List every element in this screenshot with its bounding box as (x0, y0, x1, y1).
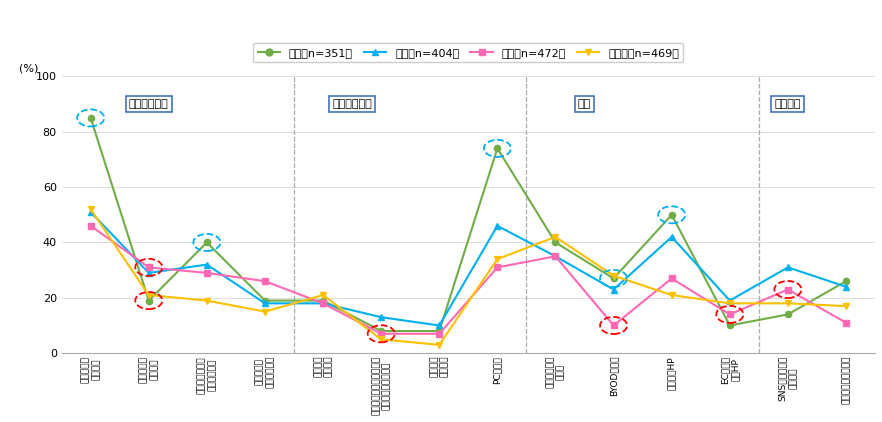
英国（n=472） (144, 265, 154, 270)
Text: 情報発信: 情報発信 (774, 99, 801, 109)
米国（n=404） (782, 265, 793, 270)
日本（n=351） (434, 328, 445, 333)
英国（n=472） (550, 254, 561, 259)
ドイツ（n=469） (724, 301, 735, 306)
Line: ドイツ（n=469）: ドイツ（n=469） (87, 206, 849, 348)
ドイツ（n=469） (667, 292, 677, 298)
ドイツ（n=469） (144, 292, 154, 298)
Text: 社内システム: 社内システム (333, 99, 372, 109)
日本（n=351） (724, 323, 735, 328)
ドイツ（n=469） (376, 337, 386, 342)
日本（n=351） (492, 146, 503, 151)
米国（n=404） (667, 234, 677, 239)
米国（n=404） (318, 301, 328, 306)
日本（n=351） (550, 240, 561, 245)
ドイツ（n=469） (259, 309, 270, 314)
英国（n=472） (86, 223, 96, 228)
米国（n=404） (550, 254, 561, 259)
英国（n=472） (376, 331, 386, 336)
ドイツ（n=469） (318, 292, 328, 298)
ドイツ（n=469） (841, 303, 851, 308)
Line: 英国（n=472）: 英国（n=472） (87, 223, 849, 337)
ドイツ（n=469） (202, 298, 213, 303)
日本（n=351） (259, 298, 270, 303)
英国（n=472） (724, 312, 735, 317)
米国（n=404） (434, 323, 445, 328)
Line: 日本（n=351）: 日本（n=351） (87, 115, 849, 334)
日本（n=351） (86, 115, 96, 120)
日本（n=351） (667, 212, 677, 217)
英国（n=472） (667, 276, 677, 281)
米国（n=404） (841, 284, 851, 289)
米国（n=404） (86, 209, 96, 214)
英国（n=472） (318, 301, 328, 306)
英国（n=472） (841, 320, 851, 325)
Line: 米国（n=404）: 米国（n=404） (87, 209, 849, 329)
英国（n=472） (434, 331, 445, 336)
米国（n=404） (609, 287, 619, 292)
ドイツ（n=469） (492, 257, 503, 262)
米国（n=404） (144, 271, 154, 276)
日本（n=351） (609, 276, 619, 281)
Y-axis label: (%): (%) (19, 64, 39, 74)
ドイツ（n=469） (782, 301, 793, 306)
米国（n=404） (202, 262, 213, 267)
日本（n=351） (841, 279, 851, 284)
Text: ネットワーク: ネットワーク (129, 99, 168, 109)
米国（n=404） (492, 223, 503, 228)
米国（n=404） (376, 315, 386, 320)
日本（n=351） (144, 298, 154, 303)
米国（n=404） (259, 301, 270, 306)
日本（n=351） (782, 312, 793, 317)
英国（n=472） (609, 323, 619, 328)
日本（n=351） (318, 298, 328, 303)
ドイツ（n=469） (434, 342, 445, 347)
英国（n=472） (492, 265, 503, 270)
米国（n=404） (724, 298, 735, 303)
ドイツ（n=469） (86, 207, 96, 212)
日本（n=351） (376, 328, 386, 333)
Text: 端末: 端末 (578, 99, 591, 109)
英国（n=472） (202, 271, 213, 276)
ドイツ（n=469） (550, 234, 561, 239)
英国（n=472） (782, 287, 793, 292)
日本（n=351） (202, 240, 213, 245)
ドイツ（n=469） (609, 273, 619, 278)
英国（n=472） (259, 279, 270, 284)
Legend: 日本（n=351）, 米国（n=404）, 英国（n=472）, ドイツ（n=469）: 日本（n=351）, 米国（n=404）, 英国（n=472）, ドイツ（n=4… (253, 43, 684, 62)
